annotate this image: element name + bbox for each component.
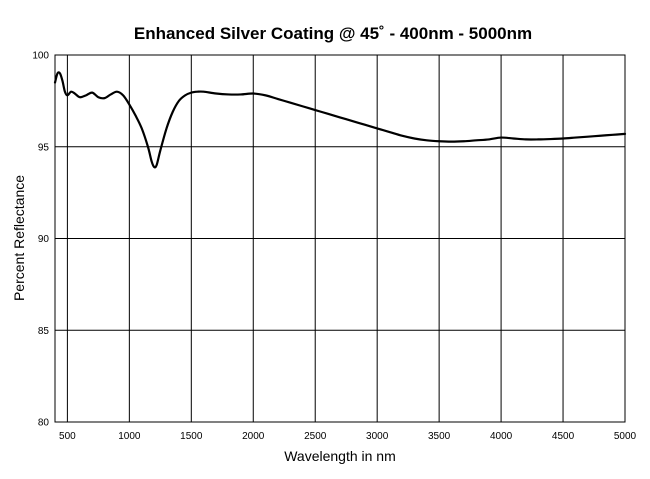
- y-tick-label: 90: [38, 234, 50, 245]
- x-tick-label: 3000: [366, 431, 389, 442]
- grid: [55, 54, 626, 423]
- x-tick-label: 4000: [490, 431, 513, 442]
- y-tick-label: 85: [38, 326, 50, 337]
- series-line: [53, 71, 627, 169]
- x-tick-label: 5000: [614, 431, 637, 442]
- y-tick-labels: 80 85 90 95 100: [32, 51, 49, 429]
- x-tick-label: 1000: [118, 431, 141, 442]
- x-tick-label: 2500: [304, 431, 327, 442]
- x-tick-labels: 500 1000 1500 2000 2500 3000 3500 4000 4500 5000: [59, 431, 637, 442]
- y-tick-label: 95: [38, 142, 50, 153]
- y-tick-label: 100: [32, 51, 49, 62]
- y-axis-label: Percent Reflectance: [11, 175, 27, 301]
- series: [53, 71, 627, 169]
- x-tick-label: 4500: [552, 431, 575, 442]
- chart-title: Enhanced Silver Coating @ 45˚ - 400nm - …: [134, 24, 532, 43]
- y-tick-label: 80: [38, 418, 50, 429]
- x-tick-label: 2000: [242, 431, 265, 442]
- x-tick-label: 1500: [180, 431, 203, 442]
- x-axis-label: Wavelength in nm: [284, 448, 396, 464]
- x-tick-label: 3500: [428, 431, 451, 442]
- plot-frame: [54, 54, 626, 423]
- x-tick-label: 500: [59, 431, 76, 442]
